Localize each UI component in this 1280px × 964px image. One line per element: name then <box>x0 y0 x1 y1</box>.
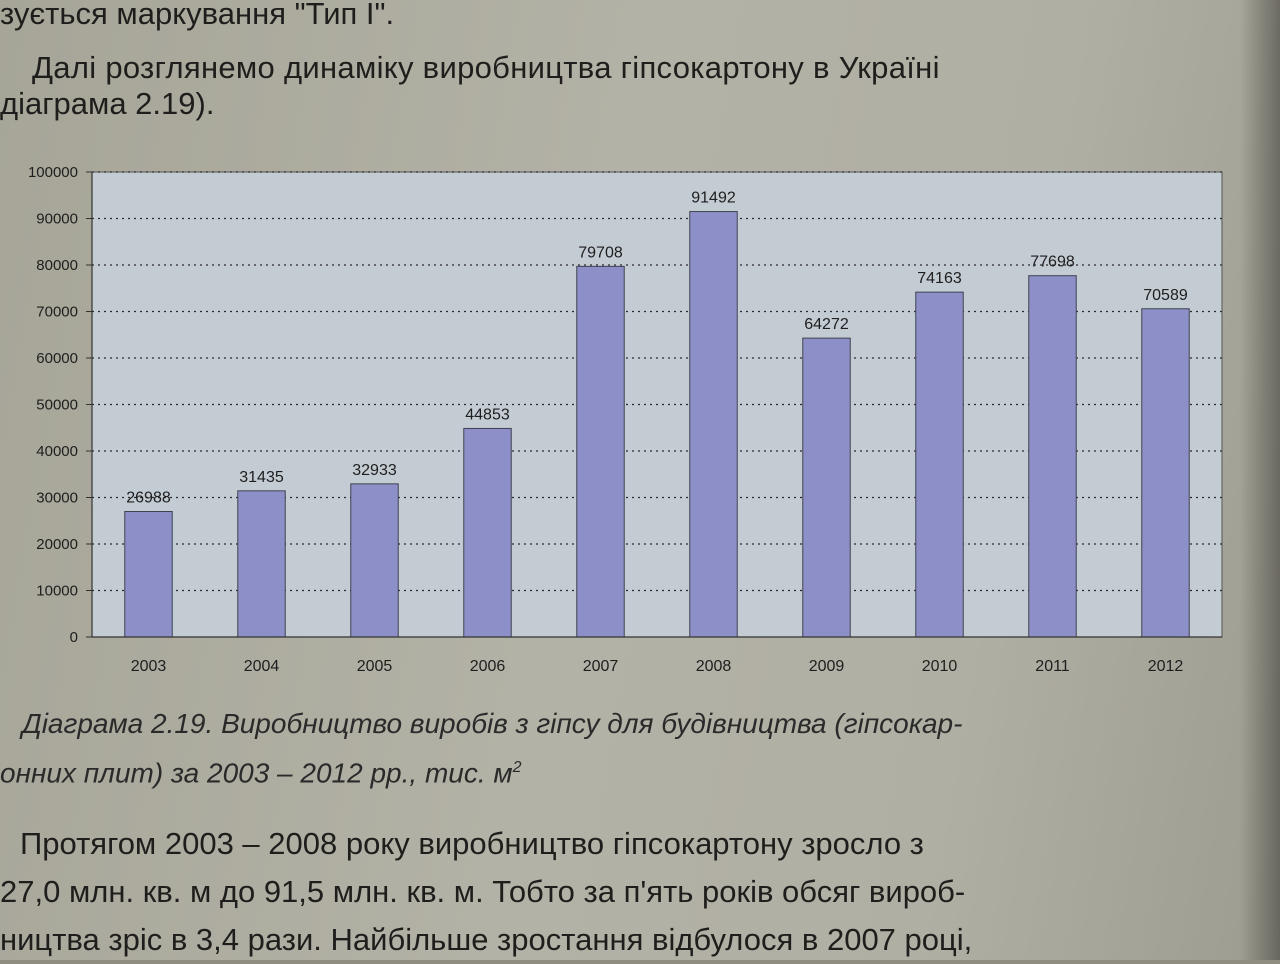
caption-line-1: Діаграма 2.19. Виробництво виробів з гіп… <box>22 708 963 739</box>
caption-line-2-text: онних плит) за 2003 – 2012 рр., тис. м <box>0 757 513 789</box>
body-paragraph: Протягом 2003 – 2008 року виробництво гі… <box>0 820 1280 964</box>
bar-2006 <box>463 427 512 638</box>
bar-2007 <box>576 265 625 638</box>
x-tick-label: 2010 <box>922 658 958 675</box>
body-line-2: 27,0 млн. кв. м до 91,5 млн. кв. м. Тобт… <box>0 874 966 909</box>
bar-2003 <box>124 511 173 638</box>
x-tick-label: 2007 <box>583 658 619 675</box>
caption-line-2: онних плит) за 2003 – 2012 рр., тис. м2 <box>0 746 1262 795</box>
data-label-2003: 26988 <box>126 490 171 507</box>
x-tick-label: 2003 <box>131 658 167 675</box>
y-tick-label: 30000 <box>36 490 78 507</box>
bar-2010 <box>915 291 964 638</box>
x-tick-label: 2011 <box>1035 658 1070 675</box>
bar-2012 <box>1141 308 1190 638</box>
data-label-2005: 32933 <box>352 462 397 479</box>
bar-2008 <box>689 211 738 638</box>
y-tick-label: 90000 <box>36 211 78 228</box>
y-tick-label: 40000 <box>36 443 78 460</box>
y-tick-label: 0 <box>70 629 78 646</box>
data-label-2012: 70589 <box>1143 287 1188 304</box>
chart: 0 10000 20000 30000 40000 50000 60000 70000 8000… <box>0 150 1240 700</box>
text-line-top: зується маркування "Тип І". <box>0 0 395 31</box>
data-label-2007: 79708 <box>578 244 623 261</box>
body-line-3: ництва зріс в 3,4 рази. Найбільше зроста… <box>0 922 973 957</box>
y-tick-label: 50000 <box>36 397 78 414</box>
x-tick-label: 2009 <box>809 658 845 675</box>
bar-2004 <box>237 490 286 638</box>
y-tick-label: 20000 <box>36 536 78 553</box>
data-label-2006: 44853 <box>465 406 510 423</box>
x-tick-label: 2006 <box>470 658 506 675</box>
data-label-2010: 74163 <box>917 270 962 287</box>
body-line-1: Протягом 2003 – 2008 року виробництво гі… <box>20 826 924 861</box>
chart-svg: 0 10000 20000 30000 40000 50000 60000 70000 8000… <box>28 164 1223 675</box>
y-tick-label: 80000 <box>36 257 78 274</box>
x-tick-label: 2012 <box>1148 658 1184 675</box>
data-label-2009: 64272 <box>804 316 849 333</box>
x-tick-label: 2008 <box>696 658 732 675</box>
y-tick-label: 10000 <box>36 583 78 600</box>
x-tick-label: 2005 <box>357 658 393 675</box>
text-intro-line-2: діаграма 2.19). <box>0 86 215 121</box>
x-tick-label: 2004 <box>244 658 280 675</box>
bar-2009 <box>802 337 851 638</box>
data-label-2011: 77698 <box>1030 254 1075 271</box>
data-label-2008: 91492 <box>691 190 736 207</box>
y-tick-label: 70000 <box>36 304 78 321</box>
bar-2005 <box>350 483 399 638</box>
y-tick-label: 100000 <box>28 164 78 181</box>
page-edge-shadow <box>1240 0 1280 960</box>
caption-superscript: 2 <box>512 759 522 776</box>
data-label-2004: 31435 <box>239 469 284 486</box>
chart-caption: Діаграма 2.19. Виробництво виробів з гіп… <box>0 702 1262 795</box>
y-tick-label: 60000 <box>36 350 78 367</box>
bar-2011 <box>1028 275 1077 638</box>
text-intro-line-1: Далі розглянемо динаміку виробництва гіп… <box>32 50 940 85</box>
